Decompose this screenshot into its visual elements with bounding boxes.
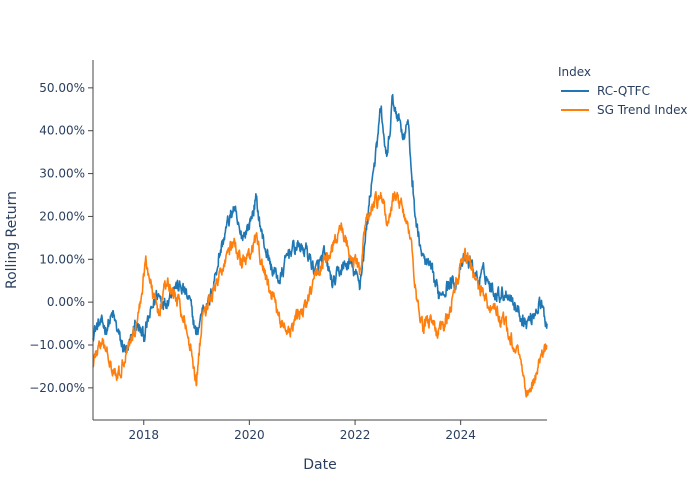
series-line-rc-qtfc[interactable] <box>92 93 548 354</box>
series-layer <box>92 93 548 398</box>
y-tick-label: −20.00% <box>29 381 85 395</box>
x-axis-title: Date <box>303 457 336 473</box>
x-axis-ticks: 2018 2020 2022 2024 <box>128 420 476 442</box>
x-tick-label: 2024 <box>445 428 476 442</box>
y-tick-label: 30.00% <box>39 167 85 181</box>
legend: Index RC-QTFC SG Trend Index <box>558 65 687 117</box>
y-tick-label: −10.00% <box>29 338 85 352</box>
plot-area: 2018 2020 2022 2024 −20.00% −10.00% 0.00% 10.0… <box>29 60 548 442</box>
y-tick-label: 50.00% <box>39 81 85 95</box>
y-tick-label: 10.00% <box>39 252 85 266</box>
x-tick-label: 2018 <box>128 428 159 442</box>
series-line-sg-trend-index[interactable] <box>92 191 548 398</box>
legend-item-sg-trend-index[interactable]: SG Trend Index <box>561 103 687 117</box>
y-axis-title: Rolling Return <box>4 191 20 289</box>
legend-item-rc-qtfc[interactable]: RC-QTFC <box>561 84 650 98</box>
y-axis-ticks: −20.00% −10.00% 0.00% 10.00% 20.00% 30.00% 40.… <box>29 81 93 395</box>
y-tick-label: 20.00% <box>39 209 85 223</box>
y-tick-label: 40.00% <box>39 124 85 138</box>
legend-title: Index <box>558 65 591 79</box>
x-tick-label: 2022 <box>340 428 371 442</box>
legend-label-rc-qtfc: RC-QTFC <box>597 84 650 98</box>
x-tick-label: 2020 <box>234 428 265 442</box>
legend-label-sg-trend-index: SG Trend Index <box>597 103 687 117</box>
y-tick-label: 0.00% <box>47 295 85 309</box>
